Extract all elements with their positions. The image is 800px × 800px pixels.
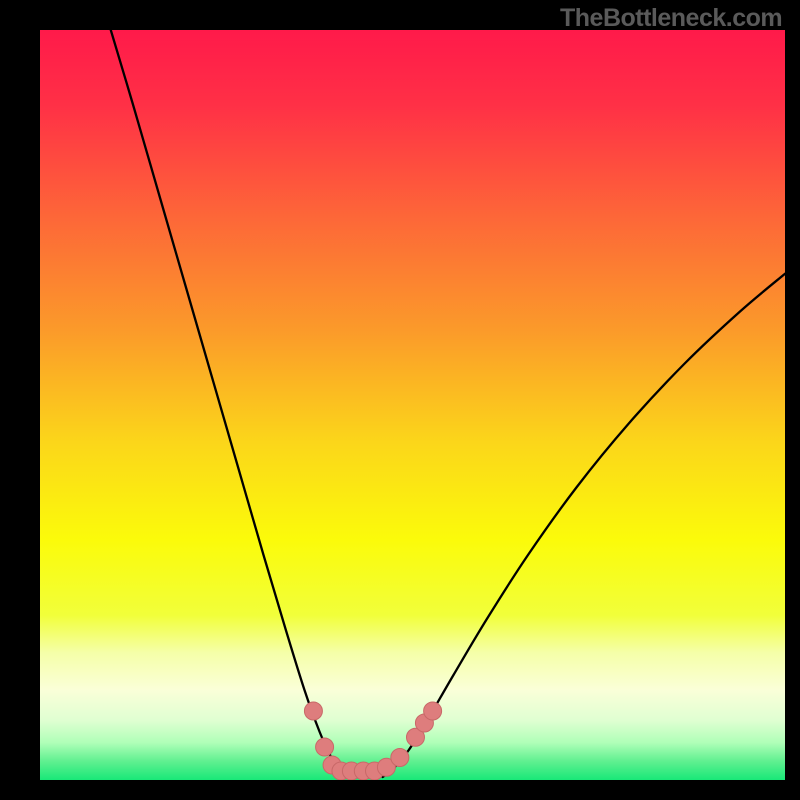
chart-canvas: TheBottleneck.com	[0, 0, 800, 800]
data-marker	[424, 702, 442, 720]
chart-overlay	[0, 0, 800, 800]
data-marker	[391, 749, 409, 767]
data-marker	[304, 702, 322, 720]
curve-right-branch	[383, 274, 785, 777]
curve-left-branch	[111, 30, 346, 777]
data-marker	[316, 738, 334, 756]
